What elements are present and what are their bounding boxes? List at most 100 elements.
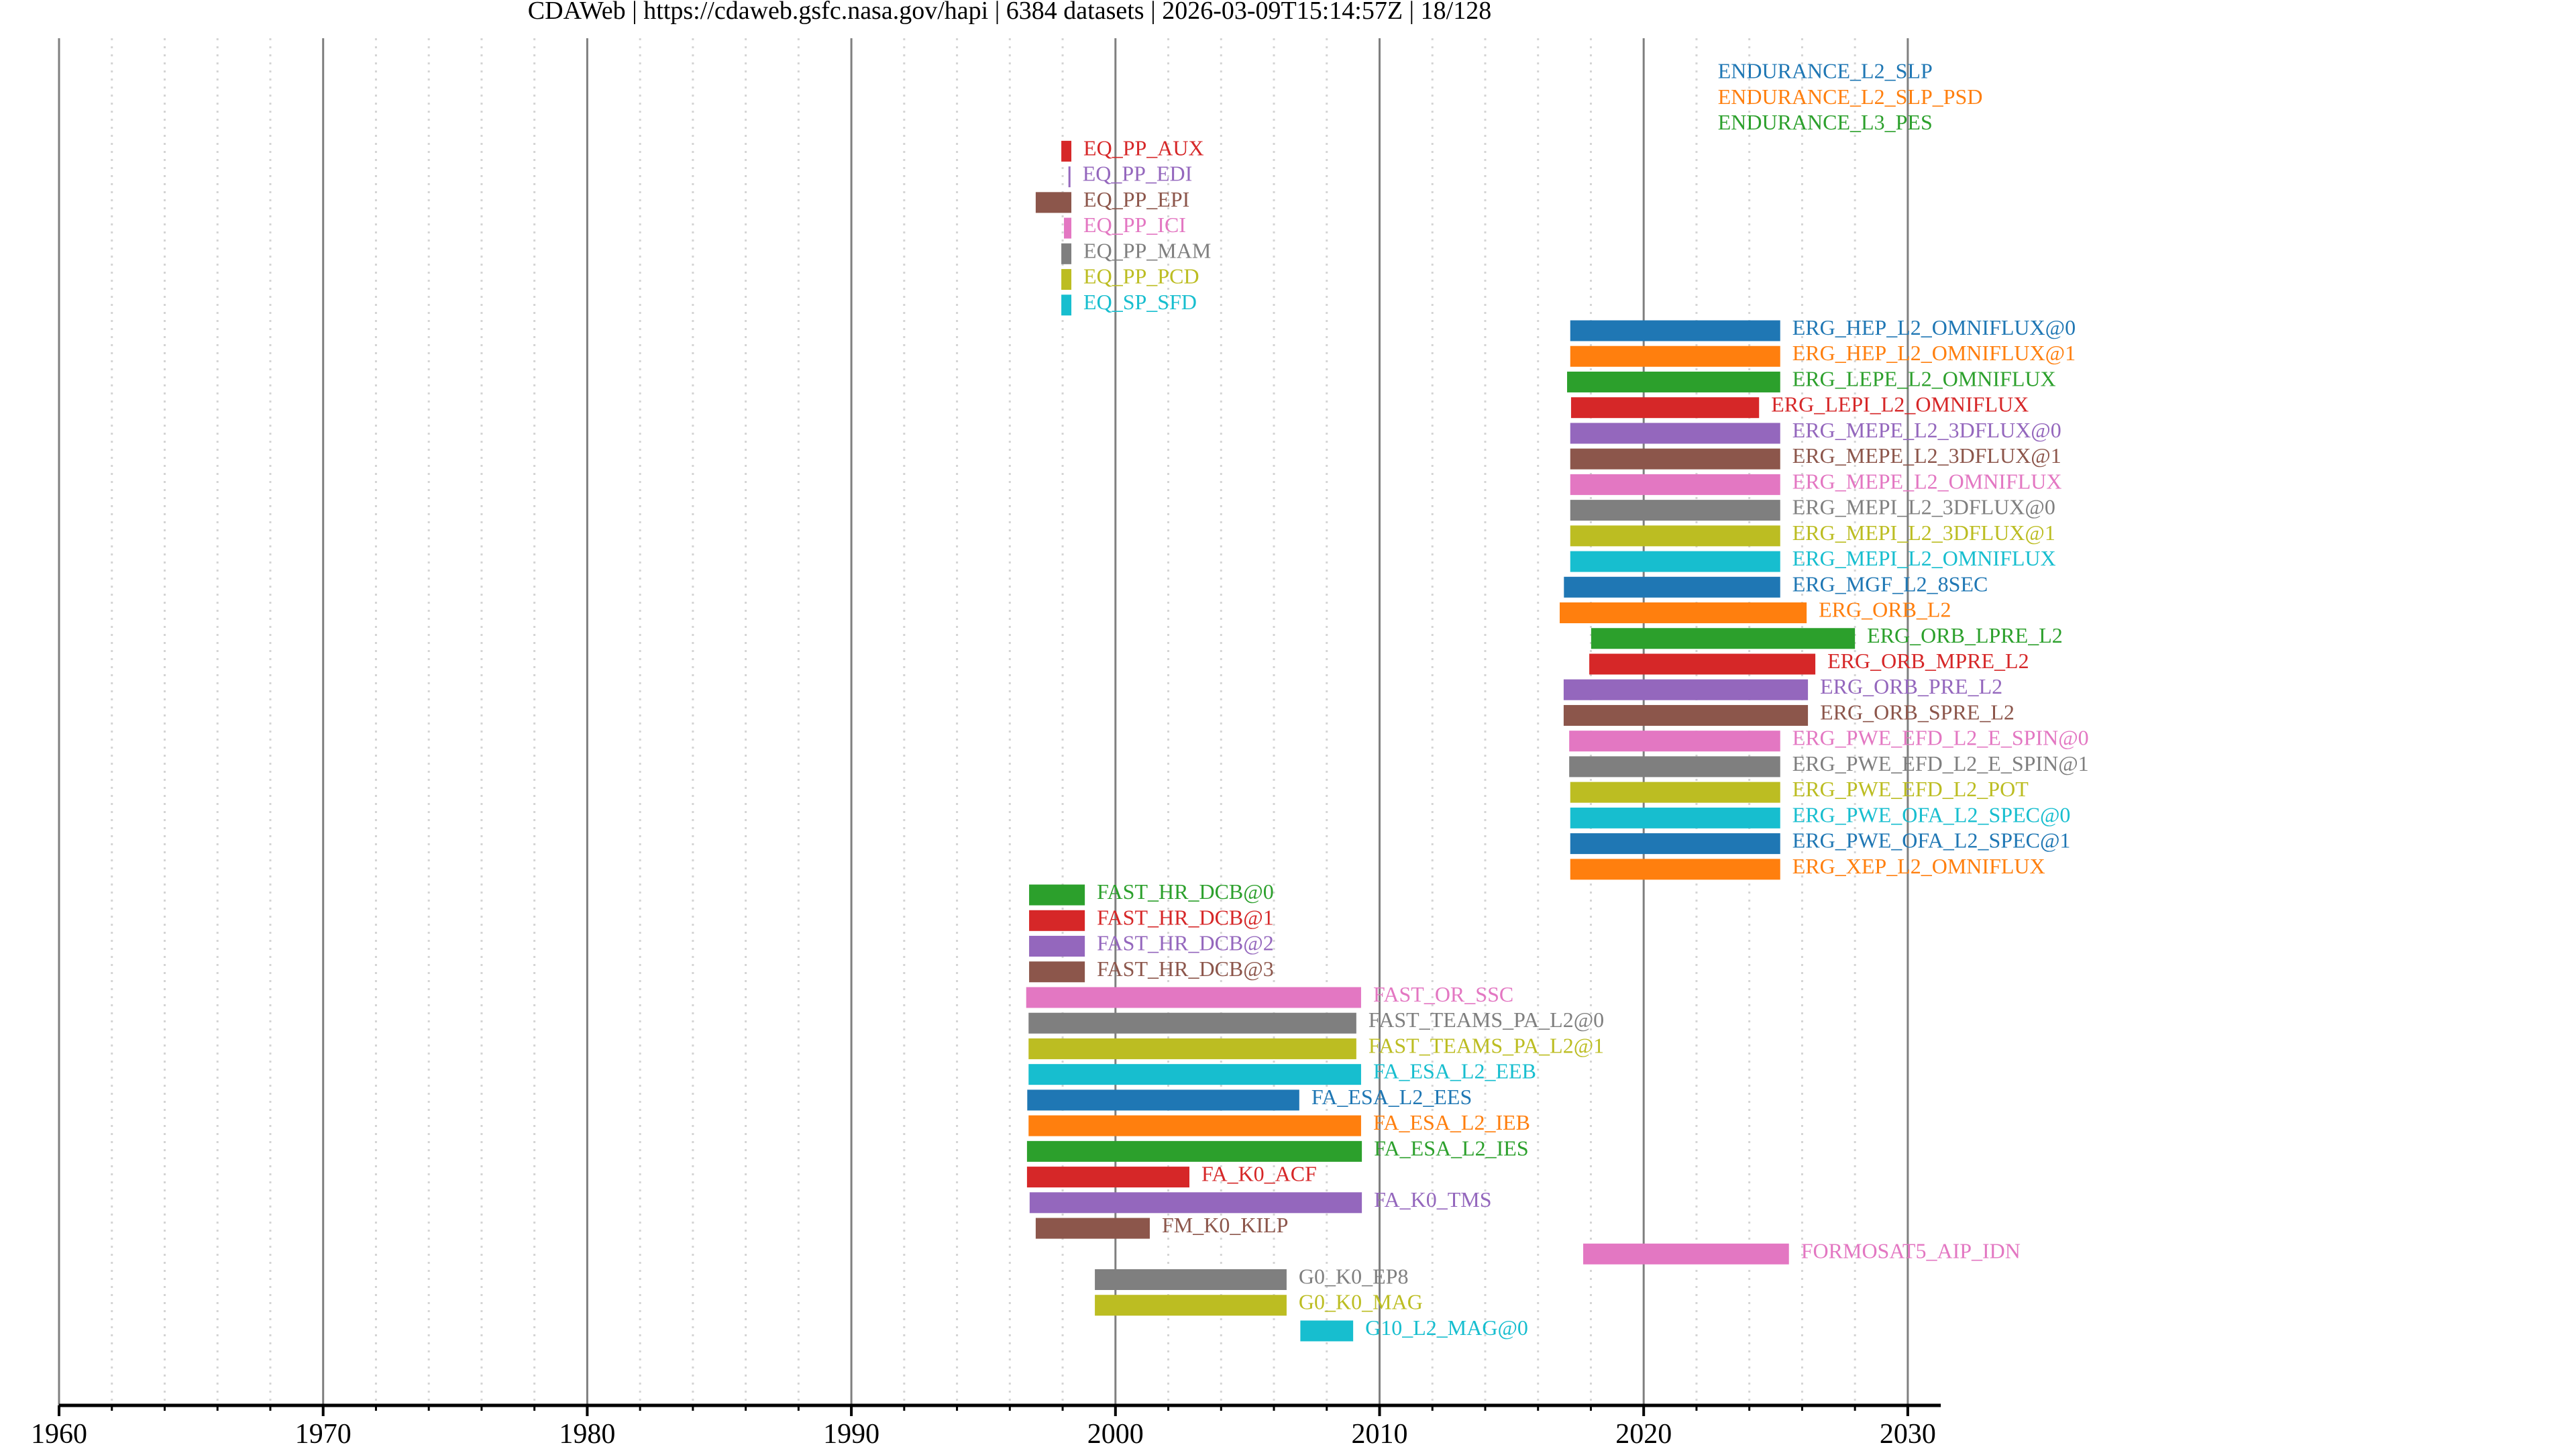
dataset-label: FAST_HR_DCB@3 xyxy=(1097,957,1274,981)
dataset-label: ERG_MEPI_L2_3DFLUX@1 xyxy=(1792,521,2055,545)
dataset-bar[interactable] xyxy=(1570,500,1780,521)
dataset-bar[interactable] xyxy=(1029,961,1085,983)
dataset-label: ENDURANCE_L3_PES xyxy=(1718,110,1933,134)
dataset-label: ERG_PWE_OFA_L2_SPEC@1 xyxy=(1792,828,2071,853)
dataset-label: FA_K0_ACF xyxy=(1201,1162,1317,1186)
x-tick-label: 1980 xyxy=(559,1419,615,1449)
dataset-bar[interactable] xyxy=(1591,628,1856,649)
dataset-label: FAST_HR_DCB@1 xyxy=(1097,905,1274,929)
dataset-label: ERG_PWE_EFD_L2_POT xyxy=(1792,777,2029,801)
x-axis: 1960 1970 1980 1990 2000 2010 2020 2030 xyxy=(31,1403,1941,1449)
dataset-label: ERG_MEPE_L2_3DFLUX@0 xyxy=(1792,418,2061,442)
dataset-label: FA_K0_TMS xyxy=(1374,1187,1491,1212)
dataset-label: ERG_MEPI_L2_OMNIFLUX xyxy=(1792,546,2056,570)
dataset-label: ERG_PWE_OFA_L2_SPEC@0 xyxy=(1792,802,2071,826)
dataset-bar[interactable] xyxy=(1570,397,1760,419)
dataset-labels: ENDURANCE_L2_SLPENDURANCE_L2_SLP_PSDENDU… xyxy=(1083,59,2089,1340)
dataset-label: ERG_HEP_L2_OMNIFLUX@0 xyxy=(1792,315,2076,339)
dataset-bar[interactable] xyxy=(1570,320,1780,341)
dataset-bar[interactable] xyxy=(1563,704,1809,726)
dataset-label: ERG_PWE_EFD_L2_E_SPIN@1 xyxy=(1792,751,2089,775)
dataset-bar[interactable] xyxy=(1570,423,1780,444)
dataset-label: ERG_ORB_MPRE_L2 xyxy=(1827,649,2029,673)
dataset-bar[interactable] xyxy=(1569,731,1780,752)
dataset-label: ENDURANCE_L2_SLP xyxy=(1718,59,1933,83)
dataset-bar[interactable] xyxy=(1563,679,1809,700)
dataset-bar[interactable] xyxy=(1570,525,1780,547)
dataset-bar[interactable] xyxy=(1300,1320,1354,1342)
dataset-bar[interactable] xyxy=(1569,756,1780,777)
dataset-bar[interactable] xyxy=(1560,602,1807,624)
dataset-bar[interactable] xyxy=(1583,1243,1789,1265)
dataset-label: ERG_ORB_L2 xyxy=(1819,598,1951,622)
dataset-bar[interactable] xyxy=(1061,294,1072,316)
dataset-bar[interactable] xyxy=(1061,243,1072,264)
dataset-bar[interactable] xyxy=(1570,782,1780,803)
x-tick-label: 2010 xyxy=(1352,1419,1408,1449)
dataset-bar[interactable] xyxy=(1570,859,1780,880)
dataset-bar[interactable] xyxy=(1029,1192,1362,1214)
dataset-bar[interactable] xyxy=(1035,1218,1150,1239)
dataset-label: G10_L2_MAG@0 xyxy=(1365,1316,1528,1340)
dataset-label: ENDURANCE_L2_SLP_PSD xyxy=(1718,85,1983,109)
dataset-label: ERG_ORB_SPRE_L2 xyxy=(1820,700,2015,724)
dataset-bar[interactable] xyxy=(1035,192,1072,213)
dataset-label: EQ_PP_EPI xyxy=(1083,187,1189,211)
dataset-label: ERG_ORB_LPRE_L2 xyxy=(1867,623,2063,647)
dataset-label: FAST_TEAMS_PA_L2@0 xyxy=(1368,1008,1604,1032)
dataset-bar[interactable] xyxy=(1026,1140,1362,1162)
dataset-bar[interactable] xyxy=(1564,576,1780,598)
dataset-label: FA_ESA_L2_IES xyxy=(1374,1136,1529,1160)
dataset-bar[interactable] xyxy=(1567,371,1780,392)
dataset-label: G0_K0_MAG xyxy=(1299,1290,1423,1314)
dataset-bar[interactable] xyxy=(1570,474,1780,495)
dataset-label: EQ_PP_EDI xyxy=(1083,162,1193,186)
dataset-label: ERG_HEP_L2_OMNIFLUX@1 xyxy=(1792,341,2076,365)
dataset-bar[interactable] xyxy=(1028,1012,1356,1034)
dataset-bar[interactable] xyxy=(1026,1167,1190,1188)
dataset-bar[interactable] xyxy=(1029,936,1085,957)
grid xyxy=(58,38,1909,1405)
dataset-label: ERG_MEPI_L2_3DFLUX@0 xyxy=(1792,495,2055,519)
dataset-bar[interactable] xyxy=(1570,551,1780,572)
dataset-bar[interactable] xyxy=(1028,1064,1361,1085)
dataset-label: EQ_PP_PCD xyxy=(1083,264,1199,288)
dataset-bar[interactable] xyxy=(1589,653,1816,675)
dataset-label: EQ_PP_MAM xyxy=(1083,238,1211,262)
dataset-label: FAST_HR_DCB@2 xyxy=(1097,931,1274,955)
dataset-label: FM_K0_KILP xyxy=(1162,1213,1288,1237)
dataset-bar[interactable] xyxy=(1095,1295,1287,1316)
dataset-bar[interactable] xyxy=(1029,884,1085,906)
dataset-label: EQ_SP_SFD xyxy=(1083,290,1197,314)
x-tick-label: 1960 xyxy=(31,1419,87,1449)
dataset-bar[interactable] xyxy=(1570,833,1780,855)
dataset-label: ERG_LEPE_L2_OMNIFLUX xyxy=(1792,366,2056,390)
dataset-label: ERG_PWE_EFD_L2_E_SPIN@0 xyxy=(1792,726,2089,750)
dataset-label: ERG_MEPE_L2_3DFLUX@1 xyxy=(1792,443,2061,468)
x-tick-label: 2030 xyxy=(1880,1419,1936,1449)
dataset-bar[interactable] xyxy=(1570,448,1780,470)
dataset-bar[interactable] xyxy=(1061,140,1072,162)
dataset-bar[interactable] xyxy=(1061,269,1072,290)
dataset-bar[interactable] xyxy=(1068,166,1071,188)
dataset-label: G0_K0_EP8 xyxy=(1299,1265,1409,1289)
dataset-bar[interactable] xyxy=(1570,807,1780,828)
dataset-label: FA_ESA_L2_EEB xyxy=(1373,1059,1536,1083)
dataset-bar[interactable] xyxy=(1026,987,1361,1008)
dataset-label: FA_ESA_L2_EES xyxy=(1311,1085,1472,1109)
x-tick-label: 2020 xyxy=(1615,1419,1672,1449)
dataset-bar[interactable] xyxy=(1064,217,1072,239)
dataset-bar[interactable] xyxy=(1028,1038,1356,1059)
dataset-bar[interactable] xyxy=(1570,345,1780,367)
dataset-label: FA_ESA_L2_IEB xyxy=(1373,1110,1530,1134)
dataset-label: ERG_MGF_L2_8SEC xyxy=(1792,572,1988,596)
x-tick-label: 2000 xyxy=(1087,1419,1144,1449)
dataset-bar[interactable] xyxy=(1028,1115,1361,1136)
dataset-bar[interactable] xyxy=(1027,1089,1299,1111)
dataset-label: ERG_XEP_L2_OMNIFLUX xyxy=(1792,854,2045,878)
chart-title: CDAWeb | https://cdaweb.gsfc.nasa.gov/ha… xyxy=(528,0,1491,25)
dataset-bar[interactable] xyxy=(1095,1269,1287,1291)
dataset-label: ERG_LEPI_L2_OMNIFLUX xyxy=(1771,392,2029,417)
dataset-bar[interactable] xyxy=(1029,910,1085,931)
